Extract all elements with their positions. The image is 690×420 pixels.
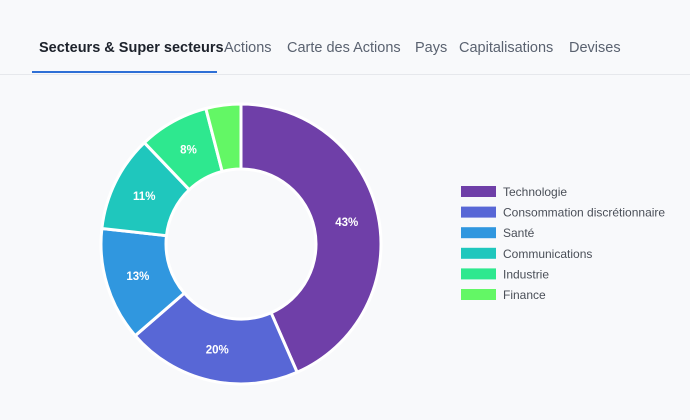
tab-carte-des-actions[interactable]: Carte des Actions	[287, 40, 401, 56]
legend-swatch[interactable]	[461, 289, 496, 300]
legend-swatch[interactable]	[461, 247, 496, 259]
slice-finance[interactable]	[204, 102, 243, 173]
tab-bar: Secteurs & Super secteurs Actions Carte …	[0, 0, 690, 75]
legend-label[interactable]: Finance	[503, 288, 546, 302]
slice-label: 20%	[206, 344, 229, 356]
slice-technologie[interactable]	[239, 102, 383, 374]
legend-swatch[interactable]	[461, 186, 496, 197]
tab-capitalisations[interactable]: Capitalisations	[459, 40, 554, 56]
slice-label: 13%	[126, 271, 149, 283]
legend-label[interactable]: Santé	[503, 226, 535, 240]
legend-label[interactable]: Technologie	[503, 185, 567, 199]
legend-label[interactable]: Consommation discrétionnaire	[503, 206, 665, 220]
legend-swatch[interactable]	[461, 206, 496, 218]
legend-swatch[interactable]	[461, 268, 496, 280]
tab-pays[interactable]: Pays	[415, 40, 448, 56]
slice-label: 8%	[180, 145, 197, 157]
legend-label[interactable]: Communications	[503, 247, 592, 261]
legend-label[interactable]: Industrie	[503, 267, 549, 281]
legend-swatch[interactable]	[461, 227, 496, 239]
slice-label: 11%	[133, 191, 155, 203]
tab-devises[interactable]: Devises	[569, 40, 621, 56]
slice-consommation-discr-tionnaire[interactable]	[133, 291, 299, 386]
tab-actions[interactable]: Actions	[224, 40, 272, 56]
active-tab-indicator	[32, 71, 217, 73]
slice-label: 43%	[335, 217, 358, 229]
tab-secteurs[interactable]: Secteurs & Super secteurs	[39, 40, 224, 56]
